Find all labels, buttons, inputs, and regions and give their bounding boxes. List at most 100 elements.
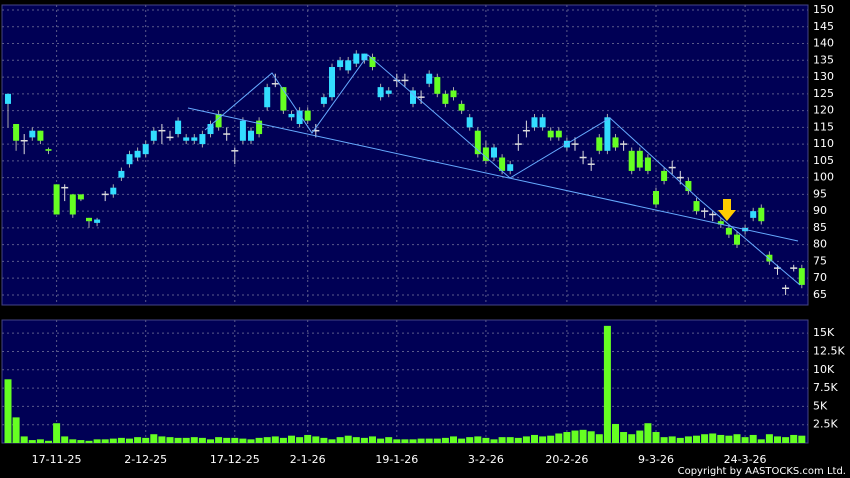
y-tick-label: 105: [813, 154, 834, 167]
candle-body: [466, 117, 473, 128]
y-tick-label: 70: [813, 271, 827, 284]
volume-bar: [190, 437, 198, 443]
volume-bar: [612, 423, 619, 443]
candle-body: [86, 217, 92, 222]
candle-body: [547, 130, 554, 138]
volume-bar: [652, 432, 660, 443]
candle-body: [385, 90, 392, 94]
volume-bar: [798, 435, 806, 443]
marks: [4, 50, 806, 443]
candle-body: [239, 120, 246, 141]
volume-bar: [150, 434, 158, 443]
candle-body: [94, 219, 101, 223]
y-tick-label: 140: [813, 37, 834, 50]
volume-bar: [4, 379, 12, 443]
candle-body: [644, 157, 651, 171]
x-tick-label: 20-2-26: [545, 453, 588, 466]
volume-bar: [409, 439, 417, 443]
volume-bar: [158, 436, 166, 443]
candle-body: [442, 93, 449, 104]
y-tick-label: 135: [813, 53, 834, 66]
volume-bar: [369, 436, 376, 443]
candle-body: [507, 164, 514, 171]
candle-body: [77, 194, 84, 200]
candle-body: [491, 147, 497, 158]
volume-bar: [215, 437, 223, 443]
volume-bar: [344, 435, 352, 443]
candle-body: [110, 187, 117, 195]
volume-bar: [263, 437, 271, 443]
candle-body: [320, 97, 327, 104]
x-tick-label: 9-3-26: [638, 453, 674, 466]
x-tick-label: 2-1-26: [290, 453, 326, 466]
candle-body: [296, 110, 303, 124]
volume-bar: [288, 435, 295, 443]
volume-bar: [547, 435, 555, 443]
y-tick-label: 130: [813, 70, 834, 83]
candle-body: [191, 137, 198, 141]
volume-bar: [101, 439, 109, 443]
candle-body: [45, 149, 52, 151]
y-tick-label: 115: [813, 120, 834, 133]
volume-bar: [668, 436, 676, 443]
y-tick-label: 120: [813, 104, 834, 117]
candle-body: [653, 191, 659, 205]
candle-body: [499, 157, 506, 171]
volume-bar: [725, 435, 733, 443]
candle-body: [458, 103, 465, 111]
volume-bar: [595, 434, 603, 443]
volume-bar: [328, 439, 336, 443]
candle-body: [288, 113, 295, 118]
y-tick-label: 65: [813, 288, 827, 301]
candle-body: [134, 150, 141, 158]
candle-body: [207, 123, 214, 135]
candle-body: [474, 130, 481, 155]
volume-bar: [109, 438, 117, 443]
candle-body: [539, 117, 546, 128]
y-tick-label: 2.5K: [813, 418, 838, 431]
candle-body: [53, 184, 60, 215]
volume-bar: [320, 437, 328, 443]
volume-bar: [587, 431, 595, 443]
candle-body: [199, 134, 206, 145]
volume-bar: [717, 434, 725, 443]
candle-body: [596, 137, 603, 151]
volume-bar: [12, 417, 20, 443]
volume-bar: [36, 439, 44, 443]
volume-bar: [360, 437, 368, 443]
volume-bar: [425, 438, 433, 443]
volume-bar: [401, 439, 409, 443]
volume-bar: [757, 439, 765, 443]
candle-body: [29, 130, 36, 138]
y-tick-label: 150: [813, 3, 834, 16]
candle-body: [215, 113, 222, 128]
volume-bar: [539, 436, 547, 443]
candle-body: [758, 207, 765, 222]
candle-body: [766, 254, 773, 262]
volume-bar: [304, 434, 312, 443]
volume-bar: [490, 439, 498, 443]
x-tick-label: 17-11-25: [32, 453, 82, 466]
candle-body: [661, 170, 668, 181]
volume-bar: [207, 439, 214, 443]
volume-bar: [247, 439, 255, 443]
candle-body: [353, 53, 360, 64]
candle-body: [304, 110, 311, 121]
y-tick-label: 12.5K: [813, 344, 845, 357]
candle-body: [693, 201, 700, 212]
volume-bar: [555, 433, 563, 443]
candle-body: [531, 117, 538, 128]
volume-bar: [45, 440, 52, 443]
volume-panel: [1, 319, 809, 444]
volume-bar: [466, 437, 474, 443]
volume-bar: [377, 438, 385, 443]
volume-bar: [93, 439, 101, 443]
volume-bar: [279, 437, 287, 443]
candle-body: [175, 120, 182, 135]
candle-body: [118, 170, 125, 178]
volume-bar: [701, 434, 709, 443]
y-tick-label: 5K: [813, 399, 828, 412]
candle-body: [377, 87, 384, 98]
volume-bar: [571, 430, 579, 443]
